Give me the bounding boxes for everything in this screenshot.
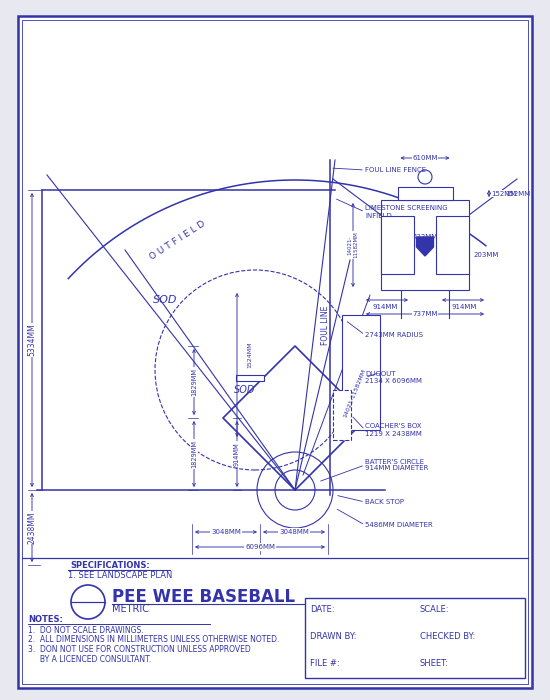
Text: 1.  DO NOT SCALE DRAWINGS.: 1. DO NOT SCALE DRAWINGS.	[28, 626, 144, 635]
Text: FOUL LINE FENCE: FOUL LINE FENCE	[365, 167, 426, 173]
Text: PEE WEE BASEBALL: PEE WEE BASEBALL	[112, 588, 295, 606]
Text: CHECKED BY:: CHECKED BY:	[420, 632, 475, 641]
Text: 737MM: 737MM	[412, 311, 438, 317]
Bar	[236, 375, 264, 381]
Text: LIMESTONE SCREENING
INFIELD: LIMESTONE SCREENING INFIELD	[365, 206, 448, 218]
Text: 6096MM: 6096MM	[245, 544, 275, 550]
Text: 3048MM: 3048MM	[279, 529, 309, 535]
Text: SCALE:: SCALE:	[420, 606, 449, 615]
Bar	[305, 598, 525, 678]
Text: BACK STOP: BACK STOP	[365, 499, 404, 505]
Text: 914MM: 914MM	[373, 304, 398, 310]
Text: NOTES:: NOTES:	[28, 615, 63, 624]
Bar	[381, 216, 414, 274]
Text: 3.  DON NOT USE FOR CONSTRUCTION UNLESS APPROVED: 3. DON NOT USE FOR CONSTRUCTION UNLESS A…	[28, 645, 251, 654]
Text: 14021-11582MM: 14021-11582MM	[343, 368, 367, 418]
Text: 432MM: 432MM	[412, 234, 438, 240]
Text: METRIC: METRIC	[112, 604, 149, 614]
Bar	[436, 216, 469, 274]
Text: DUGOUT
2134 X 6096MM: DUGOUT 2134 X 6096MM	[365, 371, 422, 384]
Text: 152MM: 152MM	[505, 190, 530, 197]
Bar	[333, 390, 351, 440]
Text: 2743MM RADIUS: 2743MM RADIUS	[365, 332, 423, 338]
Text: 5486MM DIAMETER: 5486MM DIAMETER	[365, 522, 433, 528]
Text: 2438MM: 2438MM	[28, 511, 36, 544]
Text: SHEET:: SHEET:	[420, 659, 449, 668]
Text: COACHER'S BOX
1219 X 2438MM: COACHER'S BOX 1219 X 2438MM	[365, 424, 422, 437]
Text: 14021-
11582MM: 14021- 11582MM	[348, 232, 359, 258]
Text: SOD: SOD	[234, 385, 256, 395]
Text: SOD: SOD	[153, 295, 177, 305]
Text: 1829MM: 1829MM	[191, 440, 197, 468]
Text: O U T F I E L D: O U T F I E L D	[148, 218, 207, 261]
Text: 1829MM: 1829MM	[191, 368, 197, 396]
Bar	[342, 315, 380, 430]
Text: SPECIFICATIONS:: SPECIFICATIONS:	[70, 561, 150, 570]
Text: 152MM: 152MM	[491, 190, 516, 197]
Polygon shape	[416, 237, 433, 256]
Text: DRAWN BY:: DRAWN BY:	[310, 632, 356, 641]
Text: 1524MM: 1524MM	[247, 342, 252, 368]
Text: 2.  ALL DIMENSIONS IN MILLIMETERS UNLESS OTHERWISE NOTED.: 2. ALL DIMENSIONS IN MILLIMETERS UNLESS …	[28, 636, 279, 645]
Text: FILE #:: FILE #:	[310, 659, 340, 668]
Text: 914MM: 914MM	[452, 304, 477, 310]
Text: BATTER'S CIRCLE
914MM DIAMETER: BATTER'S CIRCLE 914MM DIAMETER	[365, 458, 428, 472]
Bar	[381, 200, 469, 290]
Text: 610MM: 610MM	[412, 155, 438, 161]
Bar	[398, 187, 453, 200]
Text: FOUL LINE: FOUL LINE	[322, 305, 331, 344]
Text: 5334MM: 5334MM	[28, 323, 36, 356]
Text: 3048MM: 3048MM	[211, 529, 241, 535]
Text: 1. SEE LANDSCAPE PLAN: 1. SEE LANDSCAPE PLAN	[68, 571, 172, 580]
Text: DATE:: DATE:	[310, 606, 334, 615]
Text: 203MM: 203MM	[474, 252, 499, 258]
Text: 914MM: 914MM	[234, 442, 240, 466]
Text: BY A LICENCED CONSULTANT.: BY A LICENCED CONSULTANT.	[28, 654, 151, 664]
